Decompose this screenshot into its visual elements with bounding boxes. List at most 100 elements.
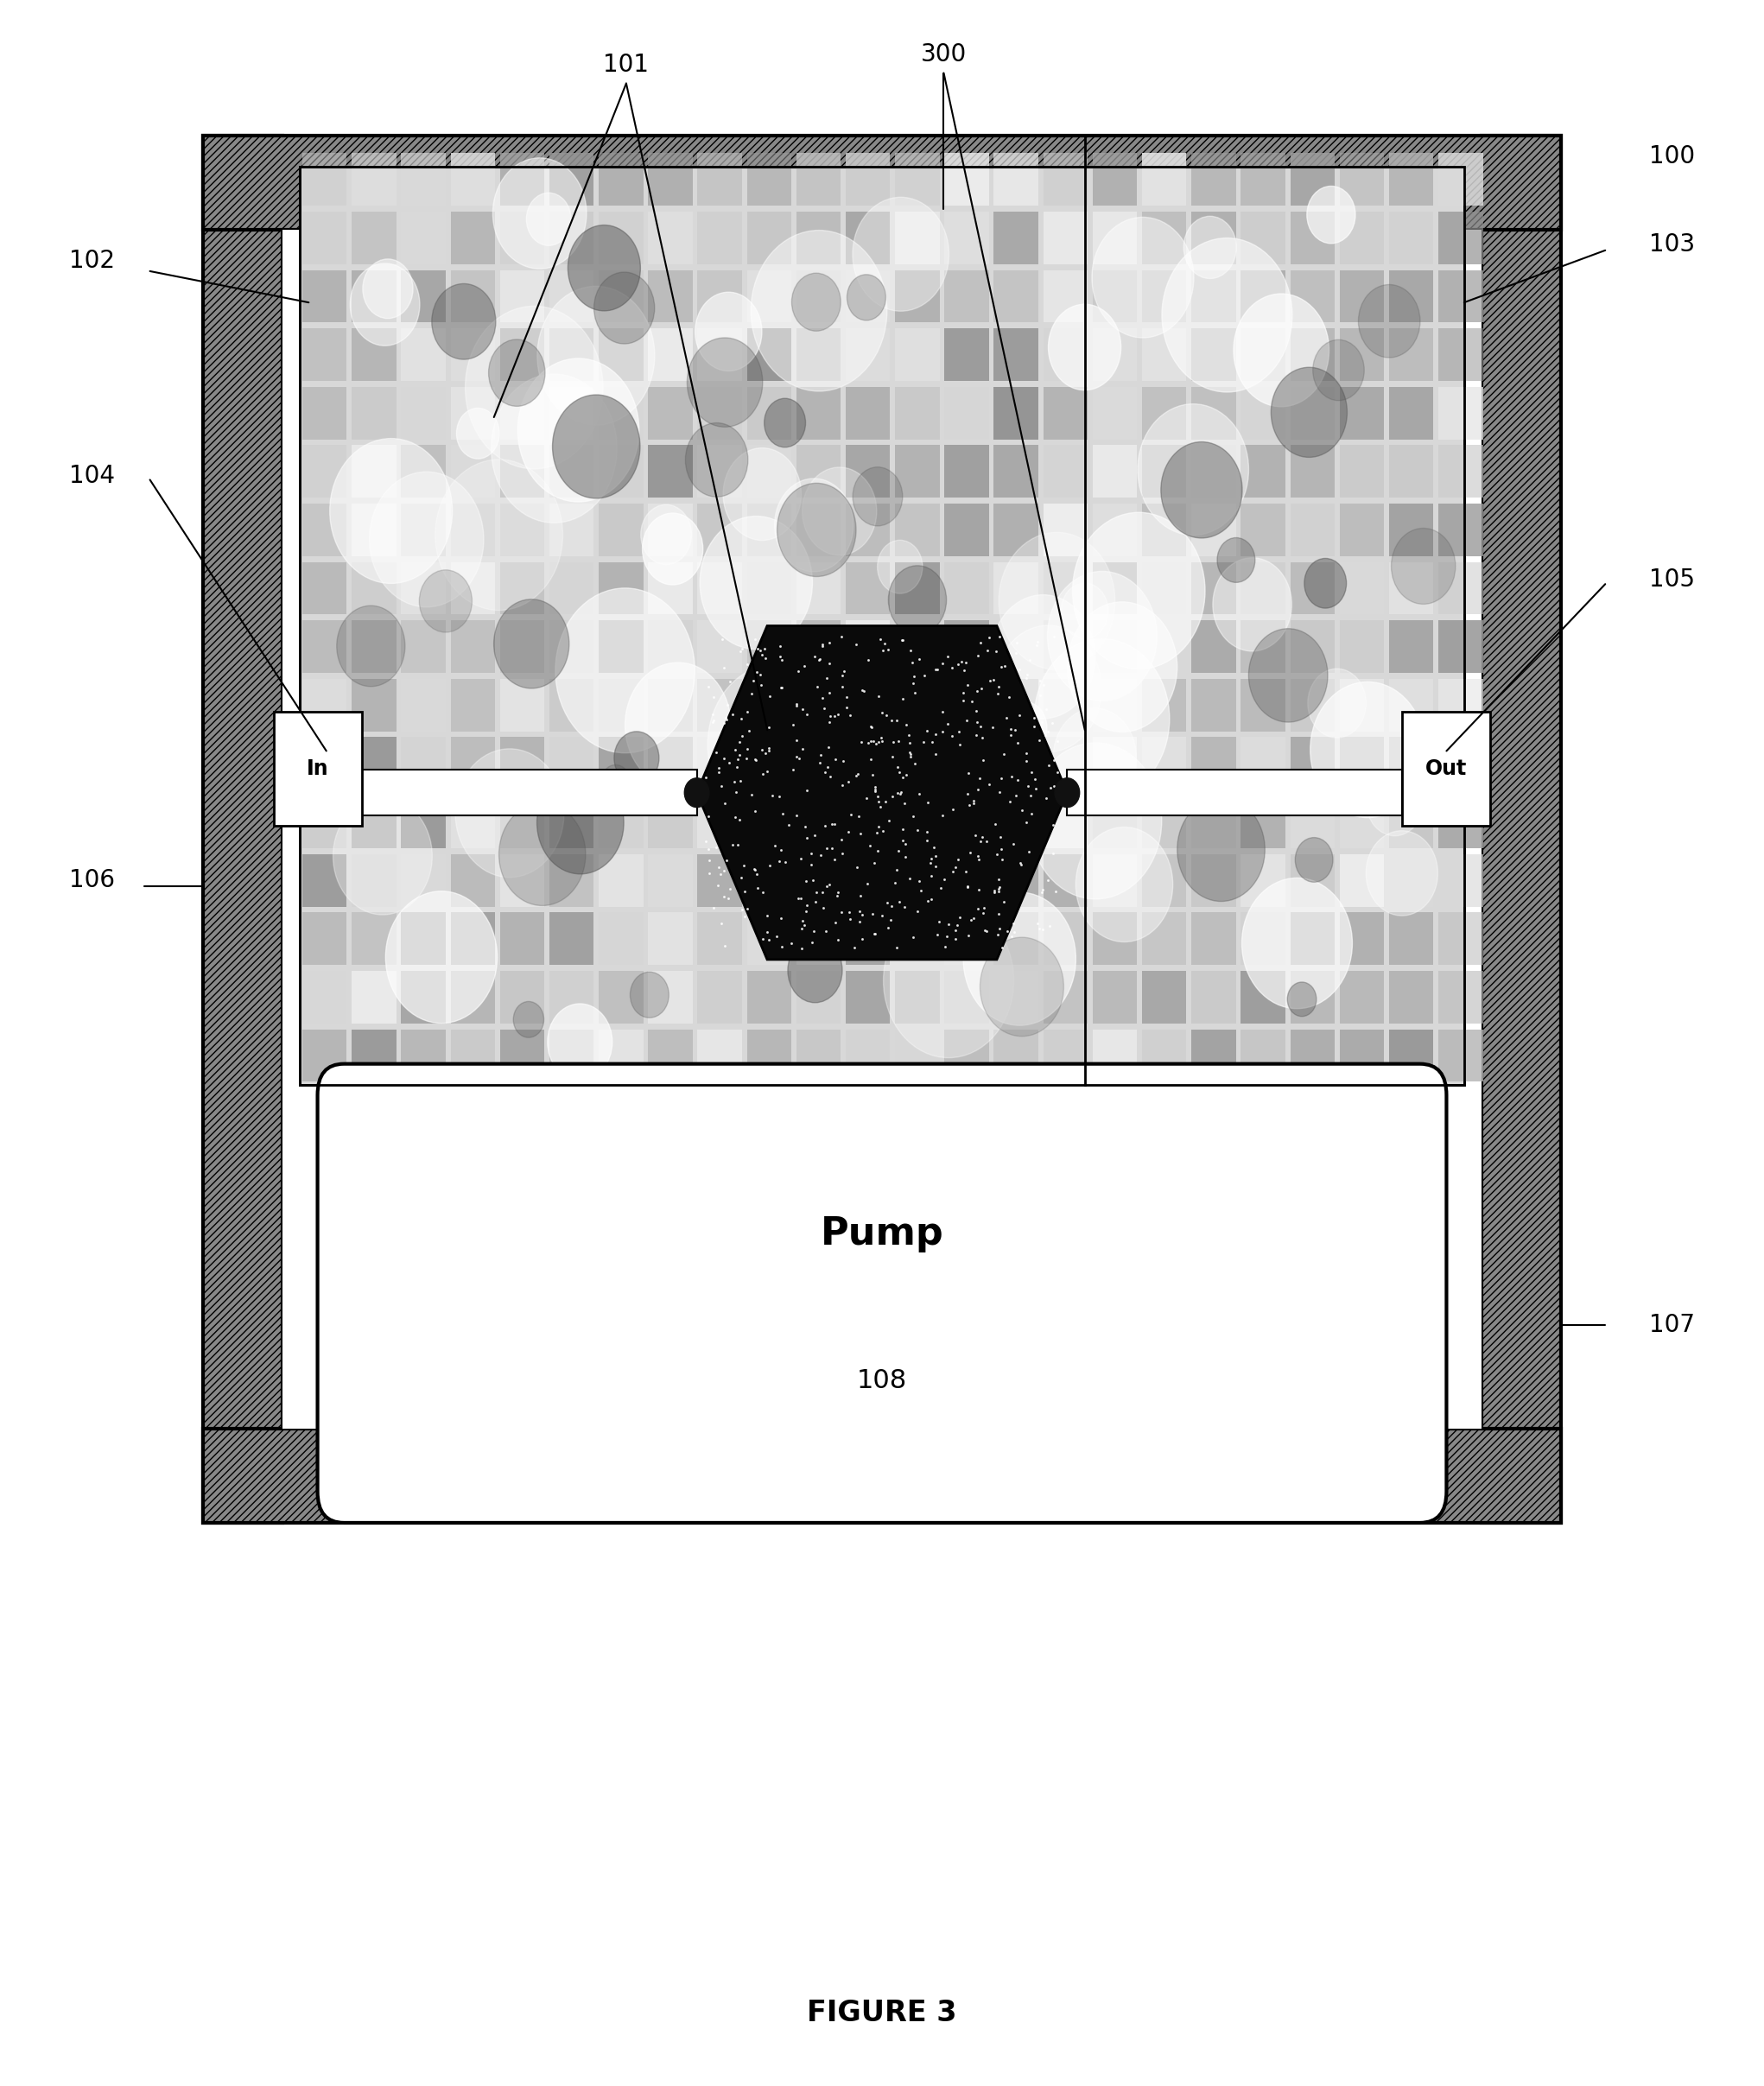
FancyBboxPatch shape (549, 853, 594, 907)
FancyBboxPatch shape (746, 912, 792, 966)
FancyBboxPatch shape (697, 386, 743, 440)
FancyBboxPatch shape (1191, 386, 1237, 440)
FancyBboxPatch shape (302, 211, 348, 265)
Circle shape (792, 273, 841, 332)
FancyBboxPatch shape (944, 444, 990, 499)
FancyBboxPatch shape (598, 970, 644, 1024)
FancyBboxPatch shape (302, 503, 348, 557)
FancyBboxPatch shape (1388, 211, 1434, 265)
Circle shape (1161, 442, 1242, 538)
Circle shape (386, 891, 497, 1024)
FancyBboxPatch shape (1388, 444, 1434, 499)
Circle shape (547, 1003, 612, 1081)
FancyBboxPatch shape (598, 1028, 644, 1083)
FancyBboxPatch shape (549, 912, 594, 966)
FancyBboxPatch shape (1339, 912, 1385, 966)
FancyBboxPatch shape (1141, 970, 1187, 1024)
FancyBboxPatch shape (1339, 444, 1385, 499)
FancyBboxPatch shape (796, 328, 841, 382)
FancyBboxPatch shape (894, 328, 940, 382)
FancyBboxPatch shape (499, 678, 545, 732)
Circle shape (494, 599, 570, 688)
FancyBboxPatch shape (845, 269, 891, 323)
FancyBboxPatch shape (549, 269, 594, 323)
FancyBboxPatch shape (1191, 620, 1237, 674)
Circle shape (963, 893, 1076, 1026)
FancyBboxPatch shape (1067, 770, 1402, 816)
FancyBboxPatch shape (1092, 970, 1138, 1024)
FancyBboxPatch shape (598, 444, 644, 499)
FancyBboxPatch shape (450, 1028, 496, 1083)
FancyBboxPatch shape (1438, 912, 1484, 966)
FancyBboxPatch shape (300, 167, 1464, 1085)
Circle shape (568, 225, 640, 311)
FancyBboxPatch shape (400, 620, 446, 674)
FancyBboxPatch shape (796, 152, 841, 207)
FancyBboxPatch shape (598, 561, 644, 615)
Circle shape (852, 467, 903, 526)
Circle shape (457, 409, 499, 459)
FancyBboxPatch shape (796, 620, 841, 674)
FancyBboxPatch shape (697, 912, 743, 966)
FancyBboxPatch shape (746, 152, 792, 207)
FancyBboxPatch shape (499, 152, 545, 207)
FancyBboxPatch shape (302, 328, 348, 382)
FancyBboxPatch shape (282, 229, 1482, 1429)
Circle shape (1055, 778, 1080, 807)
FancyBboxPatch shape (1438, 1028, 1484, 1083)
FancyBboxPatch shape (351, 269, 397, 323)
FancyBboxPatch shape (796, 503, 841, 557)
FancyBboxPatch shape (647, 1028, 693, 1083)
FancyBboxPatch shape (351, 678, 397, 732)
FancyBboxPatch shape (944, 912, 990, 966)
FancyBboxPatch shape (549, 211, 594, 265)
FancyBboxPatch shape (351, 620, 397, 674)
FancyBboxPatch shape (1092, 503, 1138, 557)
FancyBboxPatch shape (1289, 328, 1335, 382)
FancyBboxPatch shape (450, 795, 496, 849)
Circle shape (420, 569, 473, 632)
FancyBboxPatch shape (450, 386, 496, 440)
FancyBboxPatch shape (302, 678, 348, 732)
FancyBboxPatch shape (1043, 152, 1088, 207)
FancyBboxPatch shape (1388, 912, 1434, 966)
FancyBboxPatch shape (1141, 912, 1187, 966)
Circle shape (1367, 768, 1424, 836)
FancyBboxPatch shape (1141, 620, 1187, 674)
FancyBboxPatch shape (746, 795, 792, 849)
Circle shape (884, 903, 1014, 1058)
Text: 105: 105 (1649, 567, 1695, 592)
FancyBboxPatch shape (697, 678, 743, 732)
FancyBboxPatch shape (1043, 503, 1088, 557)
Circle shape (847, 275, 886, 321)
Circle shape (1138, 405, 1249, 536)
FancyBboxPatch shape (1240, 678, 1286, 732)
FancyBboxPatch shape (993, 912, 1039, 966)
Circle shape (517, 359, 639, 503)
FancyBboxPatch shape (302, 970, 348, 1024)
FancyBboxPatch shape (894, 1028, 940, 1083)
FancyBboxPatch shape (1141, 444, 1187, 499)
FancyBboxPatch shape (1043, 386, 1088, 440)
Circle shape (349, 263, 420, 346)
FancyBboxPatch shape (351, 211, 397, 265)
FancyBboxPatch shape (647, 678, 693, 732)
FancyBboxPatch shape (302, 736, 348, 791)
FancyBboxPatch shape (697, 970, 743, 1024)
FancyBboxPatch shape (351, 152, 397, 207)
FancyBboxPatch shape (1240, 970, 1286, 1024)
FancyBboxPatch shape (1388, 620, 1434, 674)
Circle shape (1272, 367, 1348, 457)
FancyBboxPatch shape (1092, 912, 1138, 966)
FancyBboxPatch shape (993, 970, 1039, 1024)
Circle shape (1076, 828, 1173, 943)
FancyBboxPatch shape (598, 853, 644, 907)
FancyBboxPatch shape (450, 152, 496, 207)
FancyBboxPatch shape (1240, 736, 1286, 791)
FancyBboxPatch shape (1388, 970, 1434, 1024)
Circle shape (536, 772, 624, 874)
FancyBboxPatch shape (944, 269, 990, 323)
FancyBboxPatch shape (1191, 853, 1237, 907)
FancyBboxPatch shape (598, 386, 644, 440)
FancyBboxPatch shape (499, 328, 545, 382)
